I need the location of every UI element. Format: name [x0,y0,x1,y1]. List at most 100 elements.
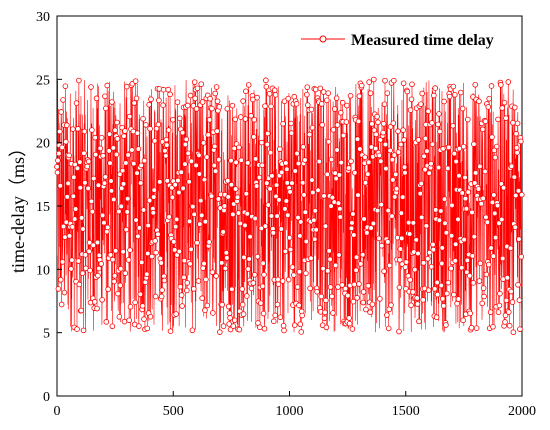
data-point [267,186,273,192]
data-point [99,296,105,303]
data-point [99,212,106,219]
data-point [133,95,140,102]
data-point [211,162,218,169]
data-point [248,112,254,119]
data-point [180,185,186,192]
data-point [322,309,328,316]
data-point [225,194,232,200]
data-point [230,211,236,218]
data-point [312,207,319,214]
data-point [424,255,431,262]
data-point [194,85,201,92]
data-point [241,254,247,261]
data-point [400,127,406,133]
data-point [386,262,393,269]
data-point [133,217,139,223]
data-point [382,77,388,84]
data-point [155,121,162,128]
data-point [201,260,207,267]
data-point [312,86,319,93]
data-point [278,169,285,176]
data-point [173,216,180,223]
data-point [297,219,304,225]
data-point [70,126,76,132]
data-point [480,195,486,202]
data-point [186,178,192,185]
data-point [390,120,397,126]
data-point [347,93,354,99]
data-point [286,234,293,241]
data-point [384,90,391,96]
data-point [166,214,172,220]
data-point [443,229,450,236]
data-point [410,220,417,226]
data-point [397,246,404,252]
data-point [515,187,522,194]
data-point [141,316,147,322]
data-point [478,200,485,207]
data-point [292,168,299,174]
x-tick-label: 2000 [508,404,536,419]
data-point [57,276,64,283]
data-point [138,259,145,266]
data-point [172,223,179,230]
data-point [444,290,450,297]
data-point [118,203,124,210]
data-point [254,253,261,260]
y-tick-label: 10 [36,263,50,278]
data-point [418,180,425,187]
data-point [500,184,507,191]
y-tick-label: 30 [36,10,50,25]
data-point [420,260,427,266]
data-point [516,236,522,242]
data-point [135,146,142,152]
data-point [470,280,477,286]
data-point [106,148,112,154]
data-point [85,158,92,165]
data-point [233,159,239,166]
data-point [75,258,82,264]
data-point [483,271,490,278]
data-point [325,138,332,145]
data-point [199,99,206,105]
data-point [512,224,519,230]
data-point [358,82,365,89]
data-point [120,248,126,255]
data-point [188,246,194,253]
data-point [116,208,122,215]
data-point [86,239,93,246]
data-point [115,290,121,297]
data-point [167,91,173,98]
data-point [123,226,130,233]
data-point [513,130,519,137]
data-point [126,317,132,324]
data-point [56,150,62,157]
data-point [404,88,411,95]
data-point [126,113,133,120]
data-point [391,77,397,84]
data-point [214,98,221,105]
data-point [138,162,145,169]
data-point [364,230,370,236]
legend-entry-label: Measured time delay [351,32,494,49]
data-point [196,171,203,177]
data-point [198,212,205,219]
data-point [407,107,414,113]
data-point [430,246,437,253]
data-point [434,291,441,298]
data-point [257,324,263,331]
data-point [374,207,381,214]
data-point [321,315,328,322]
data-point [396,284,403,291]
data-point [258,225,265,232]
data-point [221,207,227,214]
data-point [104,224,111,231]
data-point [368,225,374,231]
data-point [215,196,222,202]
data-point [461,236,467,243]
data-point [356,281,362,287]
data-point [284,212,291,219]
data-point [268,103,274,110]
data-point [471,180,478,186]
data-point [250,134,257,140]
